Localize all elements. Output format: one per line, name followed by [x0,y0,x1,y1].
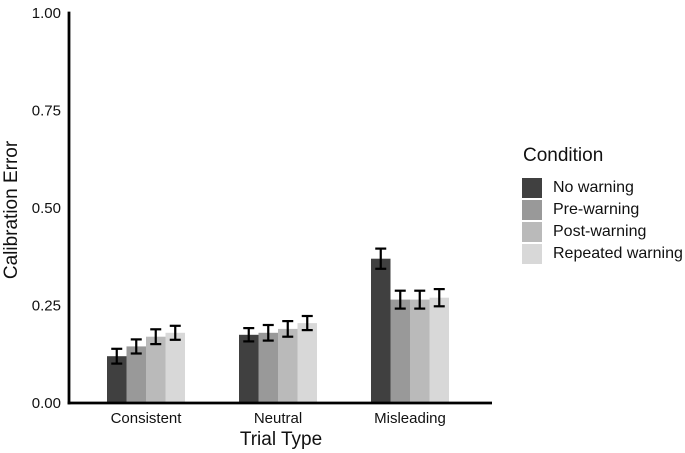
x-tick-label-misleading: Misleading [374,410,446,427]
legend-item-label: Repeated warning [553,245,683,262]
error-bar-no-warning-misleading [375,247,387,270]
legend-item-no-warning: No warning [522,178,685,198]
legend-entries: No warning Pre-warning Post-warning Repeate… [522,178,685,264]
bar-repeated-warning-consistent [165,332,185,403]
error-bar-pre-warning-misleading [394,289,406,310]
error-bar-pre-warning-neutral [262,323,274,342]
bar-repeated-warning-misleading [429,297,449,403]
x-tick-label-neutral: Neutral [254,410,302,427]
legend-item-label: Post-warning [553,223,647,240]
bar-pre-warning-misleading [390,299,410,403]
legend-swatch [522,222,542,242]
error-bar-no-warning-neutral [243,327,255,343]
axes-layer [67,11,492,405]
bar-no-warning-consistent [107,356,127,403]
y-tick-label: 0.75 [32,103,61,120]
error-bar-post-warning-consistent [150,328,162,346]
legend-title: Condition [523,145,604,166]
bar-post-warning-neutral [278,328,298,403]
y-tick-label: 1.00 [32,5,61,22]
y-tick-label: 0.50 [32,200,61,217]
error-bar-post-warning-neutral [282,320,294,338]
legend-swatch [522,178,542,198]
bar-no-warning-neutral [239,334,259,404]
legend-item-repeated-warning: Repeated warning [522,244,685,264]
y-tick-label: 0.25 [32,298,61,315]
bar-post-warning-consistent [146,336,166,403]
error-bar-repeated-warning-neutral [301,314,313,332]
legend-item-post-warning: Post-warning [522,222,685,242]
bar-repeated-warning-neutral [297,323,317,403]
error-bar-repeated-warning-consistent [169,324,181,341]
x-tick-label-consistent: Consistent [111,410,183,427]
tick-labels-layer: 0.00 0.25 0.50 0.75 1.00 Consistent Neutral Mis… [32,5,446,427]
legend-item-label: No warning [553,179,634,196]
legend-item-label: Pre-warning [553,201,640,218]
legend-swatch [522,200,542,220]
error-bars-layer [111,247,445,365]
bars-layer [107,258,449,404]
error-bar-post-warning-misleading [414,289,426,310]
bar-pre-warning-consistent [126,346,146,403]
error-bar-repeated-warning-misleading [433,288,445,308]
legend-item-pre-warning: Pre-warning [522,200,685,220]
bar-post-warning-misleading [410,299,430,403]
y-tick-label: 0.00 [32,395,61,412]
error-bar-pre-warning-consistent [130,338,142,355]
error-bar-no-warning-consistent [111,347,123,365]
y-axis-title: Calibration Error [1,140,22,279]
legend-swatch [522,244,542,264]
x-axis-title: Trial Type [240,429,322,450]
bar-pre-warning-neutral [258,332,278,403]
legend: Condition No warning Pre-warning Post-warn… [522,146,685,266]
bar-no-warning-misleading [371,258,391,403]
